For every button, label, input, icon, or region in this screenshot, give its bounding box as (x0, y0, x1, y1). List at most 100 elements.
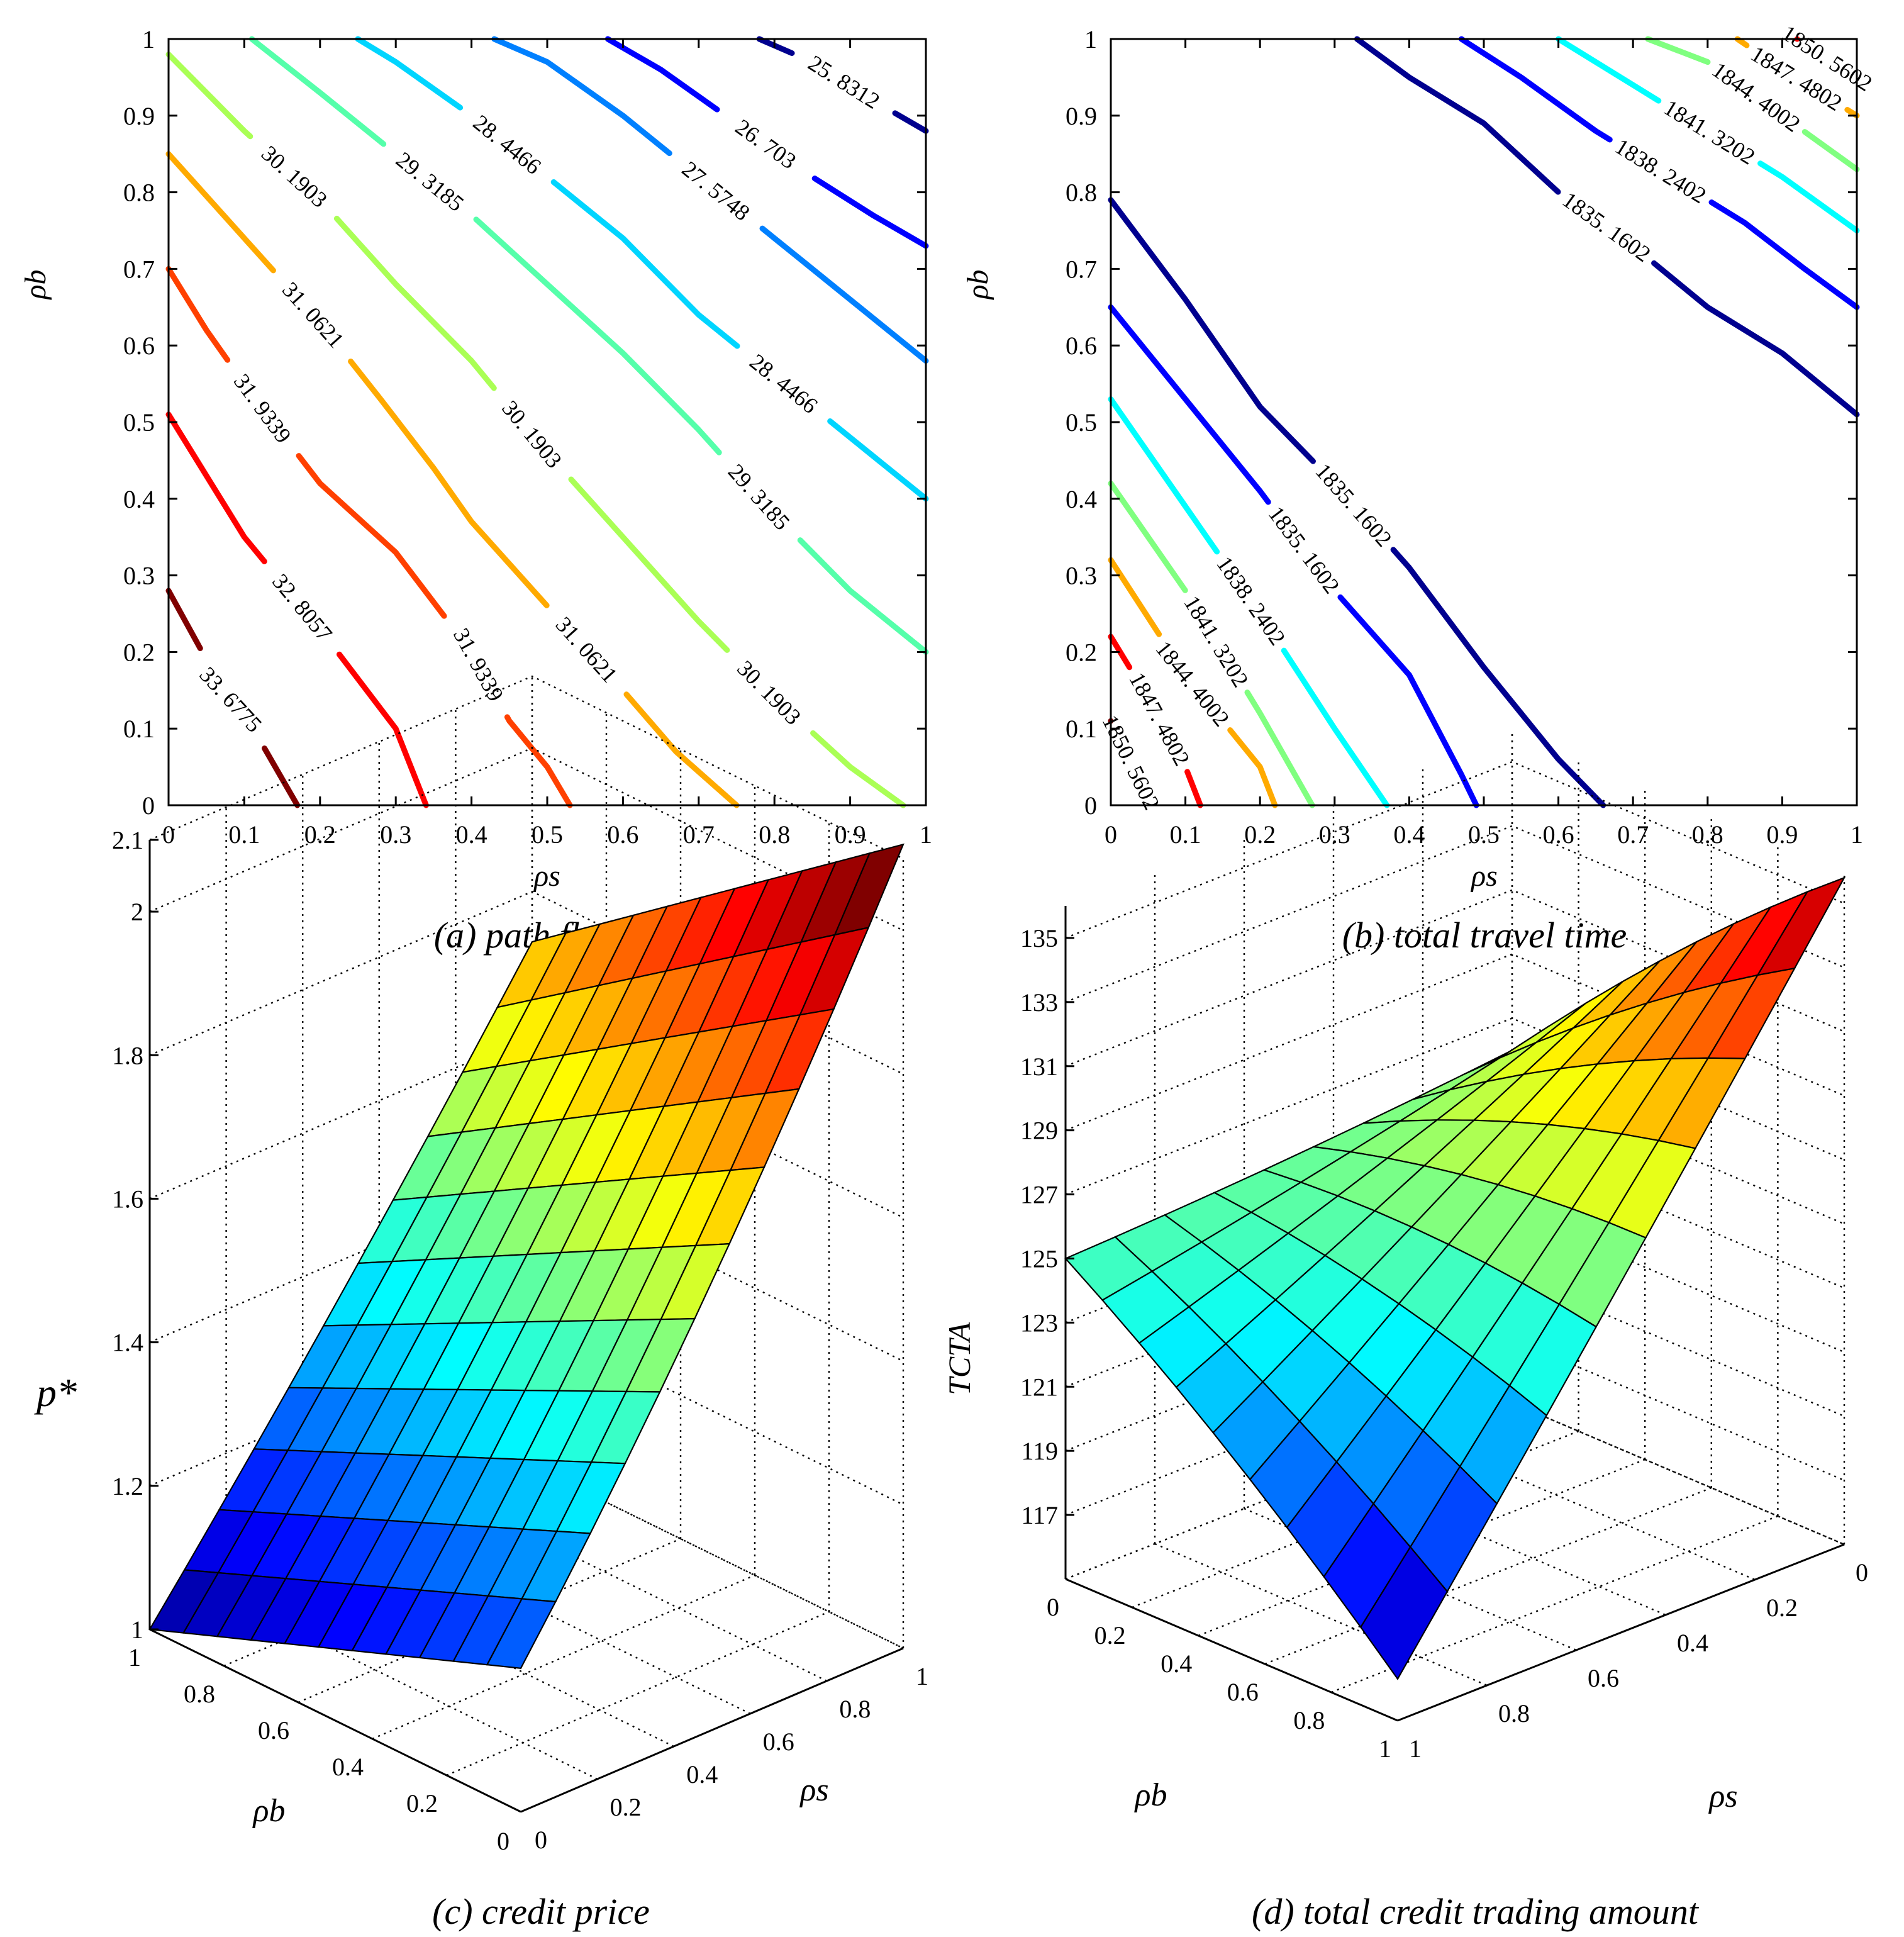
ytick-label: 0.2 (1066, 638, 1097, 666)
contour-line-a-9 (756, 36, 929, 134)
contour-label-a-2-0: 31. 9339 (229, 369, 296, 448)
ytick-label: 0.9 (123, 102, 155, 130)
c-rs-tick-label: 0.8 (839, 1695, 871, 1723)
ytick-label: 0.3 (123, 562, 155, 590)
c-rb-tick-label: 0.4 (332, 1753, 364, 1781)
d-rb-tick-label: 0.2 (1094, 1621, 1126, 1650)
d-ztick-label: 119 (1021, 1437, 1058, 1465)
d-rb-tick-label: 0 (1047, 1593, 1059, 1621)
c-zlabel: p* (34, 1370, 77, 1415)
c-rb-tick-label: 0 (497, 1827, 509, 1855)
xtick-label: 0.7 (683, 820, 715, 849)
d-xlabel: ρs (1708, 1778, 1737, 1814)
ytick-label: 0.4 (1066, 485, 1097, 513)
contour-label-a-3-0: 31. 0621 (277, 277, 349, 352)
xtick-label: 0.4 (456, 820, 487, 849)
xtick-label: 0.2 (304, 820, 336, 849)
ytick-label: 0.4 (123, 485, 155, 513)
d-rs-tick-label: 0 (1856, 1558, 1868, 1587)
ytick-label: 0.2 (123, 638, 155, 666)
contour-label-b-5-0: 1835. 1602 (1264, 501, 1345, 598)
contour-line-b-2 (1108, 557, 1278, 808)
d-rs-tick-label: 0.2 (1766, 1594, 1798, 1622)
xtick-label: 0.5 (532, 820, 563, 849)
contour-label-a-1-0: 32. 8057 (267, 569, 337, 646)
ytick-label: 0.9 (1066, 102, 1097, 130)
xtick-label: 0.3 (380, 820, 411, 849)
ytick-label: 0.5 (1066, 408, 1097, 437)
c-rs-tick-label: 0.6 (763, 1728, 794, 1756)
contour-line-a-2 (165, 265, 573, 808)
d-rb-tick-label: 0.6 (1227, 1678, 1259, 1706)
d-rb-tick-label: 0.4 (1161, 1650, 1192, 1678)
contour-line-a-6 (355, 36, 929, 502)
ytick-label: 1 (1084, 25, 1097, 53)
ytick-label: 0.8 (1066, 179, 1097, 207)
d-ztick-label: 121 (1020, 1373, 1058, 1401)
c-rb-tick-label: 0.6 (258, 1716, 289, 1744)
d-ztick-label: 117 (1021, 1501, 1058, 1529)
c-rs-tick-label: 1 (916, 1662, 928, 1690)
xtick-label: 0.1 (1170, 820, 1201, 849)
ytick-label: 0 (1084, 791, 1097, 820)
caption-d: (d) total credit trading amount (1252, 1891, 1700, 1932)
contour-line-a-3 (165, 151, 740, 808)
ytick-label: 0.3 (1066, 562, 1097, 590)
contour-line-a-7 (491, 36, 929, 364)
xtick-label: 0.8 (1692, 820, 1723, 849)
c-ztick-label: 2.1 (112, 826, 143, 854)
caption-b: (b) total travel time (1342, 915, 1627, 956)
contour-label-a-4-0: 30. 1903 (257, 140, 332, 212)
xtick-label: 0.9 (1766, 820, 1798, 849)
contour-line-b-8 (1458, 36, 1860, 310)
contour-label-b-8-0: 1838. 2402 (1611, 133, 1711, 208)
contour-label-a-2-1: 31. 9339 (448, 624, 509, 706)
xtick-label: 0.7 (1617, 820, 1649, 849)
panel-c: 11.21.41.61.822.10.20.40.60.810 00.20.40.… (34, 675, 928, 1932)
c-rb-tick-label: 0.2 (406, 1789, 438, 1817)
a-xlabel: ρs (533, 859, 560, 893)
c-ztick-label: 1.2 (112, 1472, 143, 1500)
contour-label-a-5-1: 29. 3185 (723, 459, 795, 535)
contour-label-a-5-0: 29. 3185 (391, 147, 469, 216)
contour-label-a-6-0: 28. 4466 (469, 110, 546, 179)
xtick-label: 1 (1851, 820, 1863, 849)
contour-label-a-3-1: 31. 0621 (551, 612, 623, 688)
contour-line-a-0 (165, 588, 301, 808)
surface-patch-c (148, 1569, 220, 1634)
d-ztick-label: 125 (1020, 1244, 1058, 1273)
d-rs-tick-label: 1 (1409, 1734, 1422, 1763)
contour-line-a-1 (165, 411, 429, 808)
d-rs-tick-label: 0.4 (1677, 1629, 1708, 1657)
grid-floor-rb (372, 1574, 755, 1740)
xtick-label: 0 (1105, 820, 1117, 849)
ytick-label: 0.5 (123, 408, 155, 437)
contour-label-a-4-2: 30. 1903 (732, 656, 806, 730)
c-rs-tick-label: 0.2 (610, 1793, 642, 1821)
b-xlabel: ρs (1470, 859, 1498, 893)
d-ztick-label: 135 (1020, 924, 1058, 952)
c-ztick-label: 1.8 (112, 1041, 143, 1069)
xtick-label: 0.5 (1468, 820, 1500, 849)
contour-label-a-9-0: 25. 8312 (804, 50, 884, 114)
contour-label-a-4-1: 30. 1903 (497, 396, 567, 473)
d-ylabel: ρb (1134, 1777, 1167, 1813)
c-rb-axis (149, 1628, 521, 1813)
ytick-label: 0.8 (123, 179, 155, 207)
grid-floor-rb (1264, 1487, 1712, 1665)
contour-line-b-6 (1108, 197, 1606, 808)
contour-line-b-4 (1108, 396, 1390, 808)
c-ylabel: ρb (252, 1793, 286, 1829)
contour-label-a-8-0: 26. 703 (731, 114, 801, 174)
a-ylabel: ρb (19, 269, 52, 300)
contour-label-a-6-1: 28. 4466 (745, 349, 822, 418)
xtick-label: 0.6 (1543, 820, 1574, 849)
ytick-label: 0.7 (1066, 255, 1097, 283)
c-ztick-label: 1.4 (112, 1329, 143, 1357)
c-rs-tick-label: 0.4 (686, 1760, 718, 1789)
d-ztick-label: 129 (1020, 1117, 1058, 1145)
d-rs-tick-label: 0.8 (1498, 1699, 1530, 1728)
ytick-label: 0.6 (123, 332, 155, 360)
